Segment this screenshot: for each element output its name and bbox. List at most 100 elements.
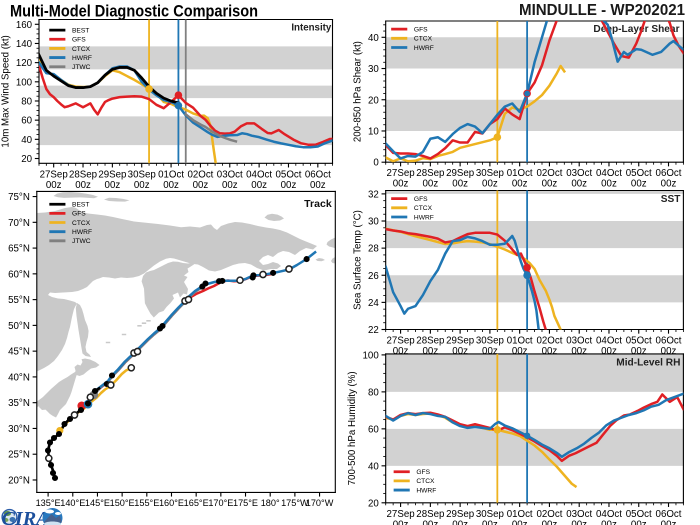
- svg-text:30Sep: 30Sep: [476, 509, 504, 520]
- svg-text:JTWC: JTWC: [72, 238, 91, 245]
- svg-text:00z: 00z: [251, 180, 267, 191]
- svg-text:00z: 00z: [452, 346, 468, 357]
- svg-text:06Oct: 06Oct: [656, 168, 682, 179]
- svg-text:20: 20: [368, 498, 379, 509]
- svg-text:80: 80: [21, 97, 32, 108]
- svg-text:00z: 00z: [482, 346, 498, 357]
- svg-text:00z: 00z: [452, 519, 468, 525]
- svg-text:00z: 00z: [46, 180, 62, 191]
- svg-text:00z: 00z: [512, 519, 528, 525]
- svg-text:04Oct: 04Oct: [596, 168, 622, 179]
- svg-text:27Sep: 27Sep: [387, 335, 415, 346]
- svg-text:00z: 00z: [281, 180, 297, 191]
- svg-text:30: 30: [368, 217, 379, 228]
- svg-text:00z: 00z: [512, 179, 528, 190]
- svg-text:JTWC: JTWC: [72, 64, 91, 71]
- svg-text:05Oct: 05Oct: [626, 168, 652, 179]
- svg-text:165°E: 165°E: [184, 498, 209, 508]
- svg-text:Deep-Layer Shear: Deep-Layer Shear: [593, 24, 679, 35]
- svg-text:00z: 00z: [661, 519, 677, 525]
- svg-text:BEST: BEST: [72, 27, 89, 34]
- svg-text:00z: 00z: [423, 346, 439, 357]
- svg-text:120: 120: [16, 58, 33, 69]
- svg-text:22: 22: [368, 325, 379, 336]
- svg-text:HWRF: HWRF: [72, 229, 92, 236]
- svg-text:200-850 hPa Shear (kt): 200-850 hPa Shear (kt): [352, 41, 363, 142]
- svg-text:50°N: 50°N: [8, 321, 30, 332]
- svg-text:05Oct: 05Oct: [626, 509, 652, 520]
- svg-text:00z: 00z: [163, 180, 179, 191]
- svg-text:70°N: 70°N: [8, 218, 30, 229]
- svg-text:160: 160: [16, 20, 33, 31]
- svg-text:03Oct: 03Oct: [566, 335, 592, 346]
- svg-text:00z: 00z: [222, 180, 238, 191]
- svg-text:27Sep: 27Sep: [387, 168, 415, 179]
- svg-text:04Oct: 04Oct: [596, 509, 622, 520]
- svg-text:28Sep: 28Sep: [416, 335, 444, 346]
- svg-text:HWRF: HWRF: [414, 214, 434, 221]
- svg-text:03Oct: 03Oct: [566, 509, 592, 520]
- svg-text:00z: 00z: [661, 346, 677, 357]
- svg-text:00z: 00z: [601, 179, 617, 190]
- svg-text:175°E: 175°E: [233, 498, 258, 508]
- svg-text:26: 26: [368, 271, 379, 282]
- svg-text:01Oct: 01Oct: [158, 169, 184, 180]
- svg-text:MINDULLE - WP202021: MINDULLE - WP202021: [519, 2, 685, 19]
- svg-text:GFS: GFS: [414, 196, 428, 203]
- svg-text:00z: 00z: [661, 179, 677, 190]
- svg-text:700-500 hPa Humidity (%): 700-500 hPa Humidity (%): [347, 371, 358, 485]
- svg-text:00z: 00z: [423, 519, 439, 525]
- svg-text:Multi-Model Diagnostic Compari: Multi-Model Diagnostic Comparison: [10, 1, 258, 20]
- svg-text:170°W: 170°W: [306, 498, 334, 508]
- svg-text:SST: SST: [661, 194, 682, 205]
- svg-text:00z: 00z: [542, 519, 558, 525]
- svg-text:00z: 00z: [542, 346, 558, 357]
- svg-text:45°N: 45°N: [8, 347, 30, 358]
- svg-text:06Oct: 06Oct: [305, 169, 331, 180]
- svg-text:40: 40: [21, 135, 32, 146]
- svg-text:20: 20: [21, 154, 32, 165]
- svg-text:27Sep: 27Sep: [387, 509, 415, 520]
- svg-text:HWRF: HWRF: [72, 55, 92, 62]
- svg-text:30Sep: 30Sep: [476, 168, 504, 179]
- svg-text:00z: 00z: [393, 179, 409, 190]
- svg-text:150°E: 150°E: [110, 498, 135, 508]
- svg-text:03Oct: 03Oct: [566, 168, 592, 179]
- svg-text:30Sep: 30Sep: [476, 335, 504, 346]
- svg-text:65°N: 65°N: [8, 244, 30, 255]
- svg-text:55°N: 55°N: [8, 295, 30, 306]
- svg-text:175°W: 175°W: [281, 498, 309, 508]
- svg-text:100: 100: [363, 350, 380, 361]
- svg-text:28: 28: [368, 244, 379, 255]
- svg-text:00z: 00z: [452, 179, 468, 190]
- svg-text:29Sep: 29Sep: [98, 169, 126, 180]
- svg-text:Track: Track: [304, 198, 332, 210]
- svg-text:135°E: 135°E: [36, 498, 61, 508]
- svg-text:00z: 00z: [482, 179, 498, 190]
- svg-text:06Oct: 06Oct: [656, 335, 682, 346]
- svg-text:GFS: GFS: [414, 26, 428, 33]
- svg-text:75°N: 75°N: [8, 192, 30, 203]
- svg-text:30Sep: 30Sep: [128, 169, 156, 180]
- svg-text:02Oct: 02Oct: [187, 169, 213, 180]
- svg-text:155°E: 155°E: [134, 498, 159, 508]
- svg-text:06Oct: 06Oct: [656, 509, 682, 520]
- svg-text:04Oct: 04Oct: [246, 169, 272, 180]
- svg-text:01Oct: 01Oct: [507, 335, 533, 346]
- svg-text:CIRA: CIRA: [2, 508, 50, 525]
- svg-text:30°N: 30°N: [8, 424, 30, 435]
- svg-text:CTCX: CTCX: [72, 46, 91, 53]
- svg-text:00z: 00z: [631, 519, 647, 525]
- svg-text:40°N: 40°N: [8, 372, 30, 383]
- svg-text:00z: 00z: [631, 346, 647, 357]
- svg-text:00z: 00z: [134, 180, 150, 191]
- svg-text:60: 60: [21, 116, 32, 127]
- svg-text:160°E: 160°E: [159, 498, 184, 508]
- svg-text:CTCX: CTCX: [72, 220, 91, 227]
- svg-text:28Sep: 28Sep: [416, 168, 444, 179]
- svg-text:05Oct: 05Oct: [626, 335, 652, 346]
- svg-text:00z: 00z: [393, 519, 409, 525]
- svg-text:40: 40: [368, 461, 379, 472]
- svg-text:GFS: GFS: [72, 37, 86, 44]
- svg-text:00z: 00z: [512, 346, 528, 357]
